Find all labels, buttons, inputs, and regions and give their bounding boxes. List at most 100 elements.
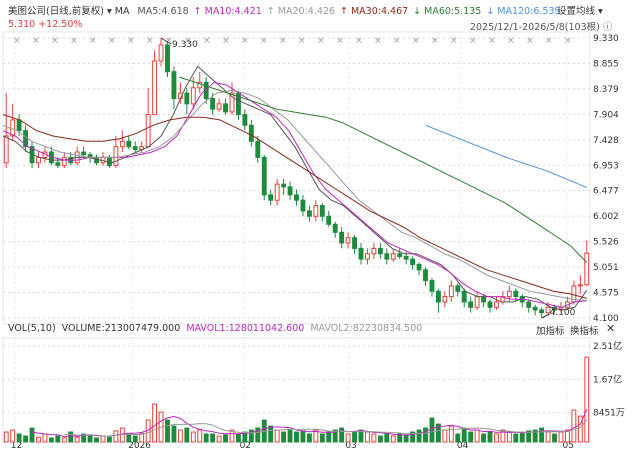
candle-body <box>468 301 474 308</box>
ma-legend-item: ↓ MA60:5.135 <box>413 6 482 17</box>
candle-body <box>229 92 235 113</box>
volume-bar <box>216 435 222 443</box>
volume-bar <box>345 433 351 443</box>
candle-body <box>397 253 403 257</box>
volume-bar <box>236 433 241 443</box>
header-bar: 美图公司(日线,前复权) ▾ MA MA5:4.618 ↑ MA10:4.421 ↑… <box>8 3 561 17</box>
volume-bar <box>294 431 299 443</box>
event-marker-icon: × <box>165 36 173 46</box>
volume-bar <box>48 437 54 443</box>
high-price-label: 9.330 <box>172 40 198 50</box>
price-tick-label: 8.379 <box>593 85 619 95</box>
candle-body <box>390 253 396 260</box>
volume-bar <box>229 429 235 443</box>
event-marker-icon: × <box>355 36 363 46</box>
close-icon[interactable]: ✕ <box>606 322 616 335</box>
price-tick-label: 6.953 <box>593 161 619 171</box>
candle-body <box>358 247 364 260</box>
candle-body <box>410 258 416 265</box>
mavol2-line <box>64 419 588 437</box>
candle-body <box>274 183 280 201</box>
candle-body <box>306 210 312 217</box>
settings-ma-button[interactable]: 设置均线 ▾ <box>557 6 603 17</box>
volume-bar <box>390 435 396 443</box>
volume-bar <box>584 356 590 443</box>
candle-body <box>506 290 512 298</box>
x-tick-label: 03 <box>345 441 356 449</box>
ma-line-ma20 <box>2 89 587 301</box>
event-marker-icon: × <box>469 36 477 46</box>
event-marker-icon: × <box>222 36 230 46</box>
price-tick-label: 5.051 <box>593 263 619 273</box>
volume-bar <box>287 429 293 443</box>
candle-body <box>281 183 287 188</box>
ma-line-ma60 <box>178 76 588 263</box>
event-marker-icon: × <box>393 36 401 46</box>
candle-body <box>216 103 222 110</box>
volume-bar <box>55 435 61 443</box>
volume-tick-label: 1.67亿 <box>593 373 622 385</box>
date-range-text: 2025/12/1-2026/5/8(103根) ⓘ <box>470 22 613 33</box>
volume-bar <box>468 431 474 443</box>
event-marker-icon: × <box>431 36 439 46</box>
candle-body <box>81 151 87 156</box>
volume-bar <box>474 429 480 443</box>
add-indicator-button[interactable]: 加指标 <box>536 326 565 337</box>
volume-bar <box>177 429 183 443</box>
x-tick-label: 04 <box>457 441 469 449</box>
price-tick-label: 6.477 <box>593 187 619 197</box>
volume-bar <box>429 417 435 443</box>
volume-bar <box>332 429 338 443</box>
volume-bar <box>487 431 493 443</box>
volume-bar <box>3 431 9 443</box>
volume-bar <box>197 429 203 443</box>
candle-body <box>526 301 532 308</box>
candle-body <box>61 156 67 166</box>
volume-bar <box>281 431 287 443</box>
candle-body <box>287 186 293 196</box>
switch-indicator-button[interactable]: 换指标 <box>570 326 599 337</box>
stock-name[interactable]: 美图公司(日线,前复权) <box>8 6 104 17</box>
volume-bar <box>513 433 519 443</box>
volume-bar <box>23 435 29 443</box>
candle-body <box>352 237 357 249</box>
candle-body <box>55 162 61 166</box>
volume-panel-frame <box>2 337 591 443</box>
candle-body <box>461 290 467 303</box>
candle-body <box>313 205 319 217</box>
candle-body <box>126 140 132 148</box>
volume-bar <box>81 433 87 443</box>
volume-bar <box>165 419 170 443</box>
low-marker-line <box>541 313 550 319</box>
volume-bar <box>255 427 261 443</box>
candle-body <box>268 194 274 201</box>
volume-bar <box>68 431 74 443</box>
volume-bar <box>539 427 545 443</box>
volume-bar <box>564 429 570 443</box>
volume-bar <box>94 437 99 443</box>
event-marker-icon: × <box>374 36 382 46</box>
volume-bar <box>506 431 512 443</box>
ma-legend-item: MA5:4.618 <box>137 6 189 17</box>
price-change-text: 5.310 +12.50% <box>8 19 83 30</box>
price-tick-label: 7.904 <box>593 110 619 120</box>
chevron-down-icon[interactable]: ▾ <box>106 6 112 17</box>
volume-bar <box>184 427 190 443</box>
event-marker-icon: × <box>241 36 249 46</box>
candle-body <box>145 114 151 148</box>
candle-body <box>300 199 306 212</box>
candle-body <box>584 252 590 286</box>
event-marker-icon: × <box>13 36 21 46</box>
price-panel-frame <box>2 31 591 325</box>
event-marker-icon: × <box>127 36 135 46</box>
volume-tick-label: 2.51亿 <box>593 340 622 352</box>
event-marker-icon: × <box>507 36 515 46</box>
event-marker-icon: × <box>488 36 496 46</box>
volume-bar <box>423 427 428 443</box>
volume-bar <box>339 427 345 443</box>
candle-body <box>332 223 338 233</box>
candle-body <box>255 140 261 158</box>
volume-bar <box>10 429 16 443</box>
info-icon[interactable]: ⓘ <box>599 22 613 33</box>
